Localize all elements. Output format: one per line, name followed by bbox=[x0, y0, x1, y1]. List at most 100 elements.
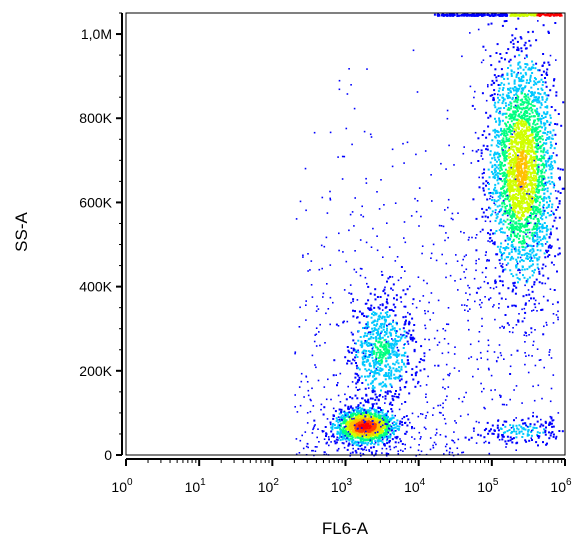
data-point bbox=[532, 158, 535, 161]
data-point bbox=[494, 203, 497, 206]
data-point bbox=[518, 180, 520, 183]
data-point bbox=[362, 427, 365, 430]
data-point bbox=[345, 419, 348, 422]
data-point bbox=[553, 160, 556, 163]
data-point bbox=[489, 197, 491, 200]
data-point bbox=[404, 305, 407, 308]
data-point bbox=[535, 155, 538, 158]
data-point bbox=[383, 414, 386, 416]
data-point bbox=[368, 422, 371, 425]
data-point bbox=[517, 62, 520, 65]
data-point bbox=[493, 232, 496, 235]
data-point bbox=[485, 180, 488, 183]
data-point bbox=[516, 232, 519, 235]
data-point bbox=[543, 166, 546, 169]
data-point bbox=[399, 386, 401, 389]
data-point bbox=[506, 133, 509, 136]
data-point bbox=[540, 150, 543, 153]
data-point bbox=[355, 382, 358, 385]
data-point bbox=[525, 163, 528, 166]
data-point bbox=[514, 113, 517, 116]
data-point bbox=[517, 194, 520, 196]
data-point bbox=[533, 146, 536, 149]
data-point bbox=[392, 289, 394, 291]
data-point bbox=[398, 370, 401, 373]
data-point bbox=[518, 189, 521, 192]
data-point bbox=[515, 149, 518, 151]
data-point bbox=[384, 311, 387, 314]
data-point bbox=[504, 248, 507, 251]
data-point bbox=[340, 410, 343, 413]
data-point bbox=[509, 113, 512, 116]
data-point bbox=[513, 428, 515, 431]
data-point bbox=[546, 133, 549, 136]
data-point bbox=[513, 183, 516, 186]
data-point bbox=[378, 307, 381, 310]
data-point bbox=[383, 426, 386, 428]
data-point bbox=[521, 89, 524, 92]
data-point bbox=[536, 122, 539, 125]
data-point bbox=[508, 193, 511, 196]
data-point bbox=[500, 395, 502, 397]
data-point bbox=[323, 245, 326, 248]
data-point bbox=[511, 209, 514, 211]
data-point bbox=[512, 145, 515, 148]
data-point bbox=[515, 424, 518, 427]
data-point bbox=[419, 358, 422, 361]
data-point bbox=[507, 156, 510, 159]
data-point bbox=[523, 95, 526, 98]
data-point bbox=[510, 207, 513, 209]
data-point bbox=[502, 141, 504, 144]
data-point bbox=[370, 451, 373, 454]
data-point bbox=[519, 165, 522, 168]
data-point bbox=[506, 170, 509, 173]
data-point bbox=[403, 221, 406, 223]
data-point bbox=[509, 156, 512, 158]
data-point bbox=[518, 237, 520, 240]
data-point bbox=[342, 427, 345, 430]
data-point bbox=[499, 163, 502, 166]
data-point bbox=[494, 117, 496, 120]
data-point bbox=[508, 190, 511, 193]
data-point bbox=[373, 427, 376, 430]
data-point bbox=[494, 171, 496, 174]
data-point bbox=[533, 91, 536, 94]
data-point bbox=[497, 90, 500, 93]
data-point bbox=[512, 240, 515, 242]
data-point bbox=[548, 63, 551, 66]
data-point bbox=[510, 105, 513, 108]
data-point bbox=[501, 214, 504, 217]
data-point bbox=[537, 444, 539, 447]
data-point bbox=[399, 440, 402, 443]
data-point bbox=[494, 131, 497, 134]
data-point bbox=[384, 350, 387, 353]
data-point bbox=[538, 204, 541, 207]
data-point bbox=[475, 291, 478, 294]
data-point bbox=[362, 404, 365, 407]
data-point bbox=[524, 302, 527, 305]
data-point bbox=[521, 136, 524, 139]
data-point bbox=[358, 426, 361, 429]
data-point bbox=[519, 135, 522, 138]
data-point bbox=[514, 165, 517, 167]
data-point bbox=[533, 423, 536, 426]
data-point bbox=[375, 336, 377, 339]
data-point bbox=[401, 423, 404, 426]
data-point bbox=[497, 195, 500, 198]
data-point bbox=[377, 318, 379, 321]
data-point bbox=[532, 207, 535, 210]
data-point bbox=[550, 261, 553, 264]
data-point bbox=[363, 334, 366, 337]
data-point bbox=[506, 179, 509, 182]
data-point bbox=[496, 172, 499, 175]
data-point bbox=[535, 110, 537, 113]
data-point bbox=[539, 223, 542, 225]
data-point bbox=[521, 140, 524, 143]
data-point bbox=[511, 187, 514, 190]
data-point bbox=[528, 98, 531, 101]
data-point bbox=[379, 418, 382, 421]
data-point bbox=[409, 338, 412, 341]
data-point bbox=[342, 436, 345, 439]
data-point bbox=[542, 151, 545, 154]
data-point bbox=[538, 175, 541, 178]
